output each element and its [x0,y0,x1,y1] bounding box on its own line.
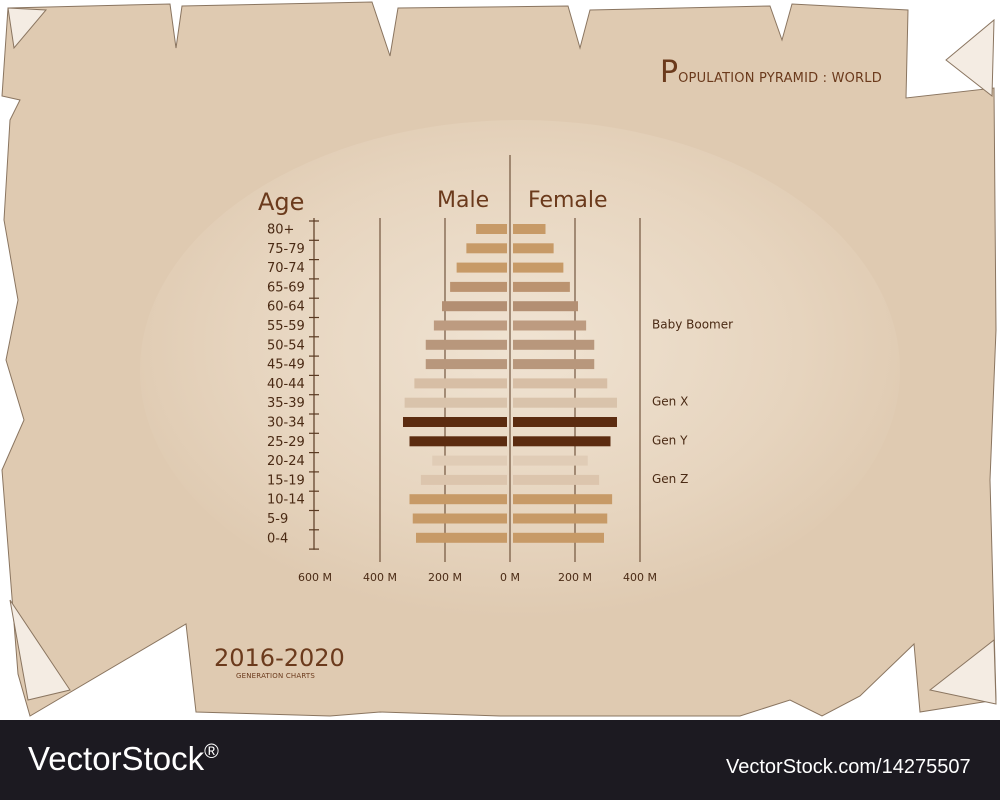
bar-female-75-79 [513,243,554,254]
bar-female-10-14 [513,494,613,505]
age-category-label: 25-29 [267,435,305,450]
age-category-label: 10-14 [267,493,305,508]
x-tick-label-2: 200 M [428,571,462,584]
bar-female-45-49 [513,359,595,370]
age-category-label: 30-34 [267,416,305,431]
chart-title-rest: OPULATION PYRAMID : WORLD [678,71,882,86]
bar-male-55-59 [433,320,507,331]
bar-male-70-74 [456,262,507,273]
bar-male-50-54 [425,339,507,350]
age-category-label: 35-39 [267,396,305,411]
age-category-label: 80+ [267,223,294,238]
bar-female-50-54 [513,339,595,350]
generation-annotation: Gen Z [652,472,688,486]
age-category-label: 70-74 [267,261,305,276]
bar-male-30-34 [403,417,507,427]
age-category-label: 65-69 [267,280,305,295]
bar-male-60-64 [442,301,507,312]
population-pyramid-chart: Age Male Female 80+ 75-79 70-74 65-69 60-64 5… [1,1,997,717]
period-subtitle: GENERATION CHARTS [236,672,316,680]
bar-male-0-4 [416,532,507,543]
corner-curl-top-left [7,7,48,50]
x-tick-label-4: 200 M [558,571,592,584]
age-category-label: 55-59 [267,319,305,334]
chart-stage: Age Male Female 80+ 75-79 70-74 65-69 60-64 5… [1,1,997,717]
age-category-label: 15-19 [267,473,305,488]
bar-female-20-24 [513,455,588,466]
paper-glow [140,120,900,620]
bar-female-65-69 [513,281,570,292]
bar-male-35-39 [404,397,507,408]
bar-male-75-79 [466,243,507,254]
age-category-label: 5-9 [267,512,288,527]
image-id: VectorStock.com/14275507 [726,756,971,778]
corner-curl-bottom-left [9,599,71,701]
bar-female-25-29 [513,436,611,447]
age-category-label: 0-4 [267,531,288,546]
logo-mark: ® [204,741,219,763]
bar-male-45-49 [425,359,507,370]
bar-male-10-14 [409,494,507,505]
vectorstock-logo: VectorStock® [28,740,219,778]
chart-title-initial: P [660,55,679,90]
chart-title: POPULATION PYRAMID : WORLD [660,55,882,90]
age-axis-label: Age [258,188,304,216]
corner-curl-bottom-right [928,638,997,705]
age-category-label: 40-44 [267,377,305,392]
bar-male-80+ [476,224,507,234]
corner-curl-top-right [945,18,995,98]
period-years: 2016-2020 [214,644,345,672]
bar-male-65-69 [450,281,507,292]
bar-male-40-44 [414,378,507,389]
female-label: Female [528,188,608,213]
age-category-label: 75-79 [267,242,305,257]
bar-male-15-19 [420,474,507,485]
bar-female-70-74 [513,262,564,273]
age-category-label: 60-64 [267,300,305,315]
x-tick-label-3: 0 M [500,571,520,584]
generation-annotation: Gen X [652,395,688,409]
age-category-label: 20-24 [267,454,305,469]
bar-female-35-39 [513,397,617,408]
age-category-label: 45-49 [267,358,305,373]
x-tick-label-0: 600 M [298,571,332,584]
x-tick-label-5: 400 M [623,571,657,584]
logo-text: VectorStock [28,740,205,777]
bar-female-15-19 [513,474,600,485]
bar-female-30-34 [513,417,617,427]
age-category-label: 50-54 [267,338,305,353]
bar-male-20-24 [432,455,507,466]
bar-female-55-59 [513,320,587,331]
bar-female-5-9 [513,513,608,524]
male-label: Male [437,188,489,213]
generation-annotation: Gen Y [652,433,688,447]
x-tick-label-1: 400 M [363,571,397,584]
bar-male-5-9 [412,513,507,524]
watermark-footer [0,720,1000,800]
generation-annotation: Baby Boomer [652,318,733,332]
bar-female-60-64 [513,301,578,312]
bar-female-40-44 [513,378,608,389]
bar-male-25-29 [409,436,507,447]
bar-female-80+ [513,224,546,234]
bar-female-0-4 [513,532,604,543]
